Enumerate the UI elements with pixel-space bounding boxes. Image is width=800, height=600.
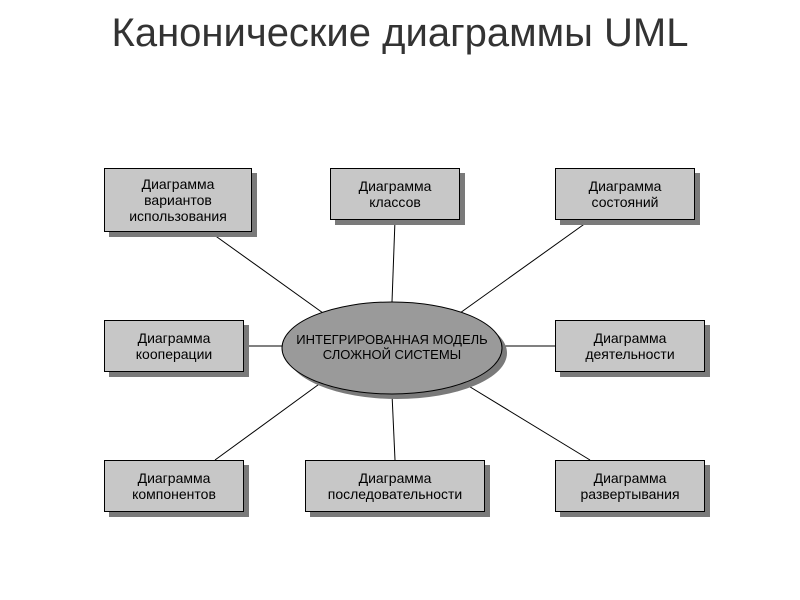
node-face: Диаграмма кооперации (104, 320, 244, 372)
node-classes: Диаграмма классов (330, 168, 460, 220)
edge-use-case (210, 232, 323, 313)
node-face: Диаграмма компонентов (104, 460, 244, 512)
edge-states (460, 220, 590, 313)
node-deployment: Диаграмма развертывания (555, 460, 705, 512)
node-face: Диаграмма развертывания (555, 460, 705, 512)
node-label: Диаграмма компонентов (109, 470, 239, 502)
node-face: Диаграмма классов (330, 168, 460, 220)
node-label: Диаграмма последовательности (310, 470, 480, 502)
node-label: Диаграмма деятельности (560, 330, 700, 362)
center-node: ИНТЕГРИРОВАННАЯ МОДЕЛЬ СЛОЖНОЙ СИСТЕМЫ (282, 302, 502, 394)
node-use-case: Диаграмма вариантов использования (104, 168, 252, 232)
node-activity: Диаграмма деятельности (555, 320, 705, 372)
node-label: Диаграмма развертывания (560, 470, 700, 502)
node-label: Диаграмма состояний (560, 178, 690, 210)
node-face: Диаграмма последовательности (305, 460, 485, 512)
node-label: Диаграмма классов (335, 178, 455, 210)
edge-classes (392, 220, 395, 302)
node-face: Диаграмма деятельности (555, 320, 705, 372)
center-node-label: ИНТЕГРИРОВАННАЯ МОДЕЛЬ СЛОЖНОЙ СИСТЕМЫ (282, 302, 502, 394)
node-coop: Диаграмма кооперации (104, 320, 244, 372)
node-face: Диаграмма вариантов использования (104, 168, 252, 232)
node-components: Диаграмма компонентов (104, 460, 244, 512)
node-label: Диаграмма кооперации (109, 330, 239, 362)
diagram-canvas: ИНТЕГРИРОВАННАЯ МОДЕЛЬ СЛОЖНОЙ СИСТЕМЫ Ди… (0, 0, 800, 600)
node-states: Диаграмма состояний (555, 168, 695, 220)
node-label: Диаграмма вариантов использования (109, 176, 247, 224)
edge-sequence (392, 394, 395, 460)
node-face: Диаграмма состояний (555, 168, 695, 220)
node-sequence: Диаграмма последовательности (305, 460, 485, 512)
